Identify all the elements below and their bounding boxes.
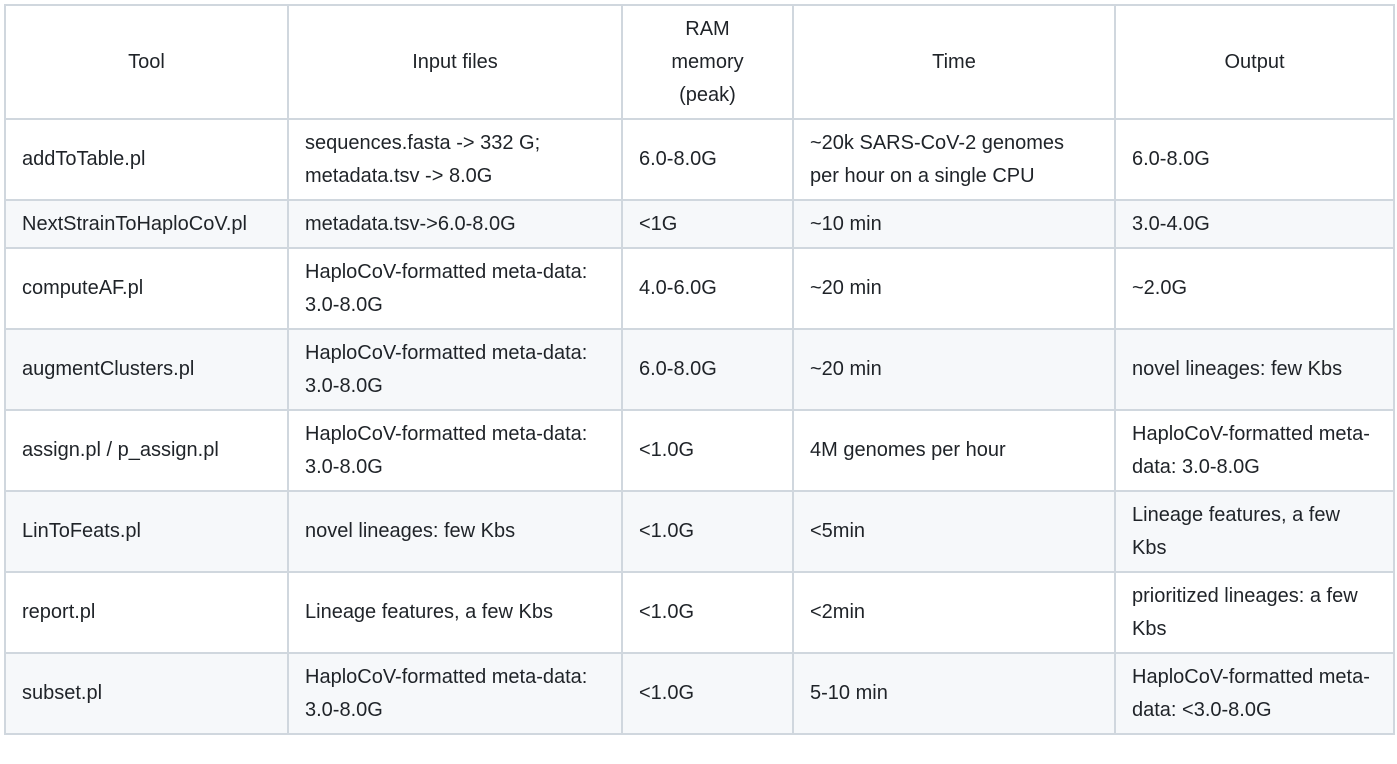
cell-ram: <1.0G (621, 571, 794, 654)
cell-tool: assign.pl / p_assign.pl (4, 409, 289, 492)
cell-ram: 4.0-6.0G (621, 247, 794, 330)
table-row: subset.pl HaploCoV-formatted meta-data: … (4, 652, 1395, 735)
header-tool: Tool (4, 4, 289, 120)
header-ram-line3: (peak) (679, 83, 736, 106)
cell-tool: subset.pl (4, 652, 289, 735)
cell-output: ~2.0G (1114, 247, 1395, 330)
cell-tool: augmentClusters.pl (4, 328, 289, 411)
header-row: Tool Input files RAM memory (peak) Time … (4, 4, 1395, 120)
cell-time: 5-10 min (792, 652, 1116, 735)
table-row: assign.pl / p_assign.pl HaploCoV-formatt… (4, 409, 1395, 492)
table-row: computeAF.pl HaploCoV-formatted meta-dat… (4, 247, 1395, 330)
cell-time: ~10 min (792, 199, 1116, 249)
cell-output: 6.0-8.0G (1114, 118, 1395, 201)
table-header: Tool Input files RAM memory (peak) Time … (4, 4, 1395, 120)
header-time: Time (792, 4, 1116, 120)
cell-tool: computeAF.pl (4, 247, 289, 330)
cell-output: prioritized lineages: a few Kbs (1114, 571, 1395, 654)
cell-output: novel lineages: few Kbs (1114, 328, 1395, 411)
table-row: report.pl Lineage features, a few Kbs <1… (4, 571, 1395, 654)
cell-output: HaploCoV-formatted meta-data: 3.0-8.0G (1114, 409, 1395, 492)
cell-input: HaploCoV-formatted meta-data: 3.0-8.0G (287, 247, 623, 330)
cell-output: 3.0-4.0G (1114, 199, 1395, 249)
table-row: addToTable.pl sequences.fasta -> 332 G; … (4, 118, 1395, 201)
cell-input: metadata.tsv->6.0-8.0G (287, 199, 623, 249)
cell-output: Lineage features, a few Kbs (1114, 490, 1395, 573)
cell-time: ~20k SARS-CoV-2 genomes per hour on a si… (792, 118, 1116, 201)
cell-ram: <1.0G (621, 652, 794, 735)
cell-time: ~20 min (792, 328, 1116, 411)
cell-time: <2min (792, 571, 1116, 654)
cell-time: <5min (792, 490, 1116, 573)
cell-output: HaploCoV-formatted meta-data: <3.0-8.0G (1114, 652, 1395, 735)
cell-ram: 6.0-8.0G (621, 328, 794, 411)
cell-input: HaploCoV-formatted meta-data: 3.0-8.0G (287, 409, 623, 492)
cell-input: sequences.fasta -> 332 G; metadata.tsv -… (287, 118, 623, 201)
cell-tool: LinToFeats.pl (4, 490, 289, 573)
header-ram-line1: RAM (685, 17, 730, 40)
header-ram-memory: RAM memory (peak) (621, 4, 794, 120)
cell-input: novel lineages: few Kbs (287, 490, 623, 573)
cell-input: HaploCoV-formatted meta-data: 3.0-8.0G (287, 652, 623, 735)
cell-tool: NextStrainToHaploCoV.pl (4, 199, 289, 249)
table-row: NextStrainToHaploCoV.pl metadata.tsv->6.… (4, 199, 1395, 249)
cell-input: HaploCoV-formatted meta-data: 3.0-8.0G (287, 328, 623, 411)
cell-input: Lineage features, a few Kbs (287, 571, 623, 654)
cell-ram: <1.0G (621, 409, 794, 492)
cell-time: ~20 min (792, 247, 1116, 330)
header-output: Output (1114, 4, 1395, 120)
table-row: LinToFeats.pl novel lineages: few Kbs <1… (4, 490, 1395, 573)
cell-tool: report.pl (4, 571, 289, 654)
header-ram-line2: memory (671, 50, 744, 73)
header-input-files: Input files (287, 4, 623, 120)
cell-ram: <1G (621, 199, 794, 249)
table-body: addToTable.pl sequences.fasta -> 332 G; … (4, 118, 1395, 735)
cell-ram: 6.0-8.0G (621, 118, 794, 201)
cell-time: 4M genomes per hour (792, 409, 1116, 492)
cell-ram: <1.0G (621, 490, 794, 573)
table-row: augmentClusters.pl HaploCoV-formatted me… (4, 328, 1395, 411)
tools-resource-table: Tool Input files RAM memory (peak) Time … (4, 4, 1395, 735)
cell-tool: addToTable.pl (4, 118, 289, 201)
